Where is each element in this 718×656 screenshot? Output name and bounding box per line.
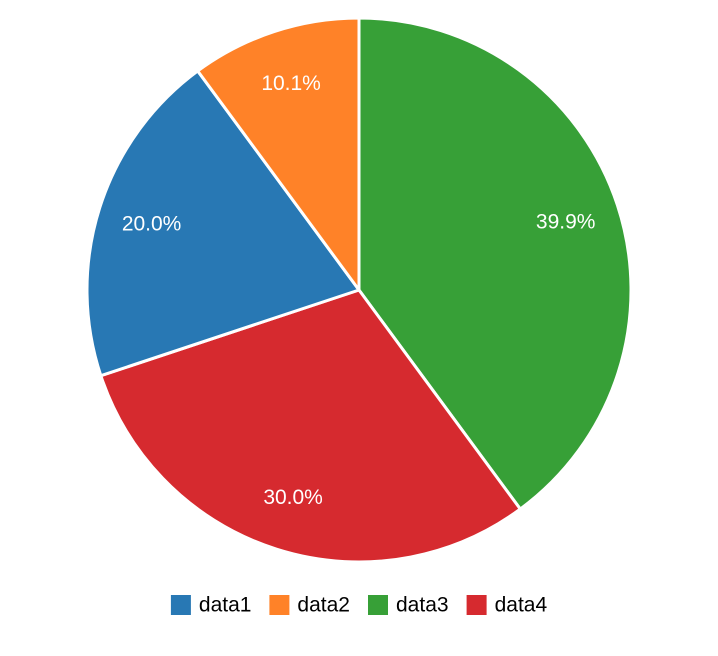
pie-slice-data1[interactable]: [85, 69, 361, 378]
pie-slice-labels: 39.9% 30.0% 20.0% 10.1%: [122, 72, 596, 509]
slice-label-data2: 10.1%: [261, 72, 321, 95]
pie-slice-data2[interactable]: [196, 16, 361, 292]
slice-label-data3: 39.9%: [536, 211, 596, 234]
legend-label-data4: data4: [495, 594, 548, 617]
legend-item-data3[interactable]: data3: [368, 594, 449, 617]
legend-item-data4[interactable]: data4: [466, 594, 548, 617]
legend-label-data1: data1: [199, 594, 252, 617]
pie-slice-data4[interactable]: [99, 288, 522, 564]
legend-label-data3: data3: [396, 594, 449, 617]
pie-slice-data3[interactable]: [357, 16, 633, 511]
legend-item-data1[interactable]: data1: [170, 594, 252, 617]
legend-label-data2: data2: [297, 594, 350, 617]
legend-swatch-data2: [269, 595, 290, 615]
legend-swatch-data1: [170, 595, 191, 615]
pie-slices: [85, 16, 633, 564]
slice-label-data4: 30.0%: [263, 486, 323, 509]
legend-item-data2[interactable]: data2: [269, 594, 350, 617]
slice-label-data1: 20.0%: [122, 213, 182, 236]
chart-legend: data1 data2 data3 data4: [170, 594, 548, 617]
legend-swatch-data3: [368, 595, 388, 615]
legend-swatch-data4: [466, 595, 487, 615]
